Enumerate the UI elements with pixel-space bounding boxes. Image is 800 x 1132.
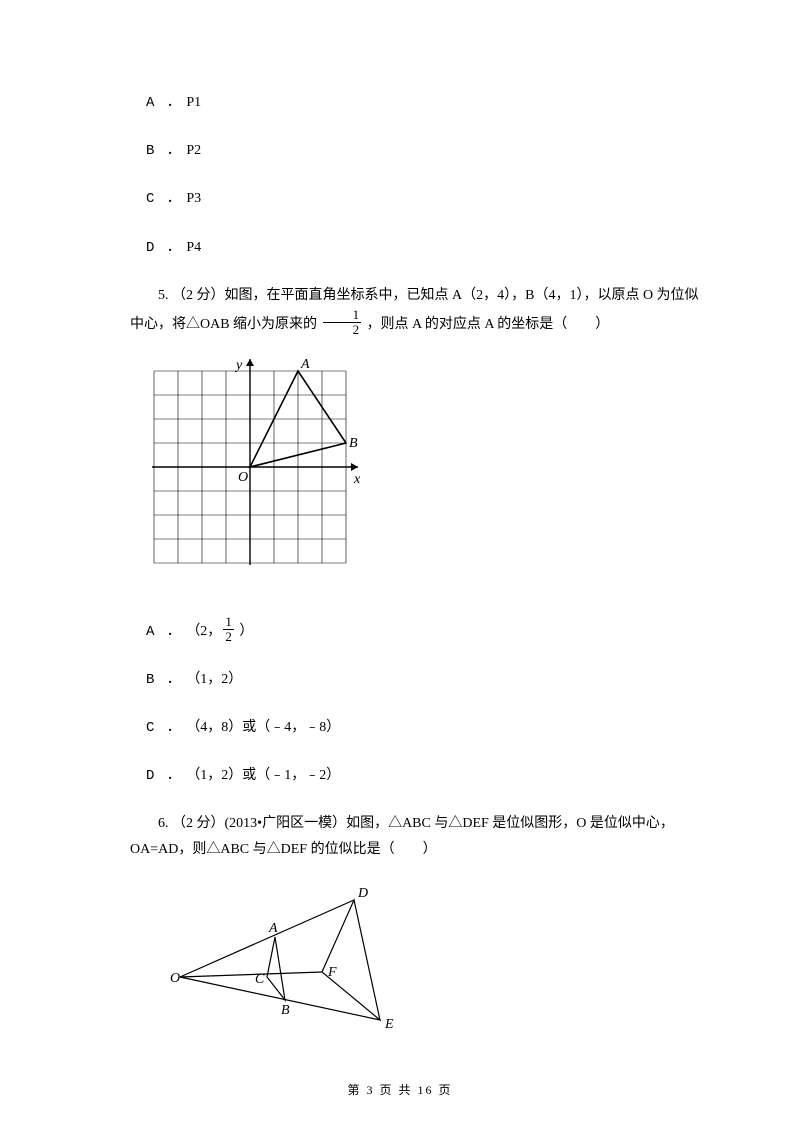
q5-option-a: A ． （2，12 ） (130, 615, 700, 645)
option-text: （1，2）或（﹣1，﹣2） (186, 768, 340, 783)
option-label: D ． (146, 768, 183, 784)
option-text: P3 (186, 191, 201, 206)
svg-text:O: O (238, 470, 248, 485)
option-text: P4 (186, 240, 201, 255)
svg-text:A: A (268, 921, 278, 936)
svg-text:F: F (327, 965, 337, 980)
option-text-post: ） (236, 624, 254, 639)
fraction-half: 12 (323, 308, 362, 336)
option-text: P2 (186, 143, 201, 158)
option-text: （1，2） (186, 672, 242, 687)
option-text-pre: （2， (186, 624, 221, 639)
svg-text:y: y (234, 358, 243, 373)
q4-option-d: D ． P4 (130, 235, 700, 261)
q6-body: 6. （2 分）(2013•广阳区一模）如图，△ABC 与△DEF 是位似图形，… (130, 816, 674, 856)
svg-text:O: O (170, 971, 180, 986)
q4-option-a: A ． P1 (130, 90, 700, 116)
similar-triangles-icon: O A B C D E F (170, 882, 410, 1032)
q5-option-d: D ． （1，2）或（﹣1，﹣2） (130, 763, 700, 789)
fraction-half: 12 (223, 615, 234, 643)
svg-text:D: D (357, 886, 368, 901)
svg-text:A: A (300, 357, 310, 372)
page-footer: 第 3 页 共 16 页 (0, 1080, 800, 1102)
svg-text:E: E (384, 1017, 394, 1032)
q4-option-b: B ． P2 (130, 138, 700, 164)
q5-suffix: ，则点 A 的对应点 A 的坐标是（ ） (363, 317, 609, 332)
svg-text:B: B (281, 1003, 290, 1018)
q6-text: 6. （2 分）(2013•广阳区一模）如图，△ABC 与△DEF 是位似图形，… (130, 811, 700, 861)
svg-text:B: B (349, 436, 358, 451)
option-label: B ． (146, 143, 183, 159)
q6-figure: O A B C D E F (170, 882, 700, 1032)
q5-option-c: C ． （4，8）或（﹣4，﹣8） (130, 715, 700, 741)
option-label: B ． (146, 672, 183, 688)
option-label: C ． (146, 720, 183, 736)
q5-option-b: B ． （1，2） (130, 667, 700, 693)
option-label: A ． (146, 95, 183, 111)
svg-text:x: x (353, 472, 361, 487)
option-label: D ． (146, 240, 183, 256)
coordinate-grid-icon: A B Ox y (140, 357, 370, 587)
q5-text: 5. （2 分）如图，在平面直角坐标系中，已知点 A（2，4），B（4，1），以… (130, 283, 700, 337)
option-text: P1 (186, 95, 201, 110)
q5-figure: A B Ox y (140, 357, 700, 587)
option-text: （4，8）或（﹣4，﹣8） (186, 720, 340, 735)
option-label: C ． (146, 191, 183, 207)
svg-text:C: C (255, 972, 265, 987)
option-label: A ． (146, 624, 183, 640)
q4-option-c: C ． P3 (130, 186, 700, 212)
